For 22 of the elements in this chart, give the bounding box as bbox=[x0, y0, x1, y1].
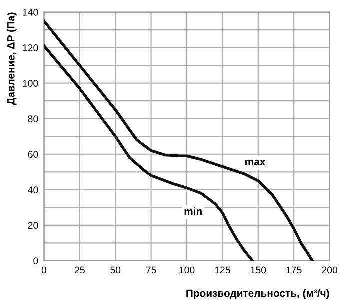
y-tick-label: 40 bbox=[28, 186, 38, 194]
series-label: max bbox=[245, 160, 266, 166]
x-tick-label: 50 bbox=[110, 266, 121, 274]
x-tick-label: 175 bbox=[286, 266, 302, 274]
x-tick-label: 125 bbox=[215, 266, 230, 274]
x-tick-label: 75 bbox=[146, 266, 156, 274]
x-tick-label: 200 bbox=[322, 266, 338, 274]
y-tick-label: 120 bbox=[23, 44, 38, 52]
y-tick-label: 80 bbox=[28, 116, 38, 122]
y-tick-label: 140 bbox=[23, 9, 38, 16]
y-tick-label: 20 bbox=[28, 222, 38, 230]
x-tick-label: 25 bbox=[74, 266, 85, 274]
y-tick-label: 100 bbox=[23, 80, 38, 87]
x-tick-label: 100 bbox=[180, 266, 195, 274]
series-label: min bbox=[184, 208, 202, 216]
x-tick-label: 150 bbox=[251, 266, 266, 274]
x-axis-title: Производительность, (м³/ч) bbox=[186, 289, 330, 300]
x-tick-label: 0 bbox=[42, 266, 47, 274]
y-tick-label: 0 bbox=[34, 258, 38, 265]
y-axis-title: Давление, ΔP (Па) bbox=[7, 12, 17, 106]
line-series bbox=[44, 20, 314, 261]
y-tick-label: 60 bbox=[28, 151, 38, 158]
